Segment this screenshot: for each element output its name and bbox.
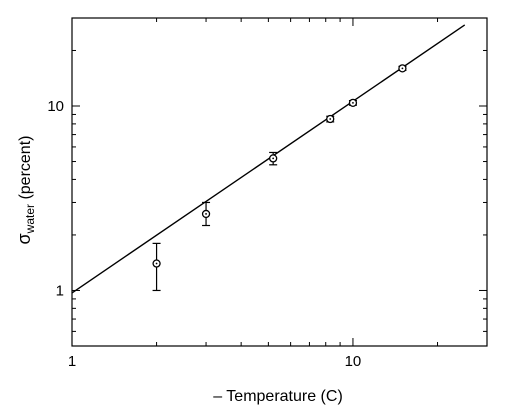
y-axis-label-sub: water (23, 204, 37, 234)
data-point-center (329, 118, 332, 120)
y-tick-label: 10 (47, 98, 64, 115)
y-axis-label-tail: (percent) (17, 136, 34, 204)
fit-line (71, 24, 466, 294)
y-tick-label: 1 (56, 282, 64, 299)
data-points-group (152, 64, 407, 292)
data-point-center (352, 101, 354, 104)
plot-frame-group (71, 17, 488, 347)
data-point-center (205, 213, 207, 215)
y-axis-label: σwater (percent) (14, 136, 37, 245)
y-axis-label-main: σ (14, 233, 34, 244)
plot-frame (71, 17, 488, 347)
x-axis-label: – Temperature (C) (213, 388, 343, 405)
data-point-center (155, 262, 158, 265)
fit-line-group (71, 24, 466, 294)
data-point-center (272, 157, 275, 160)
ticks-group: 1 10 1 10 (47, 17, 488, 370)
x-tick-label: 10 (345, 353, 362, 370)
data-point-center (401, 67, 404, 70)
x-tick-label: 1 (68, 353, 76, 370)
